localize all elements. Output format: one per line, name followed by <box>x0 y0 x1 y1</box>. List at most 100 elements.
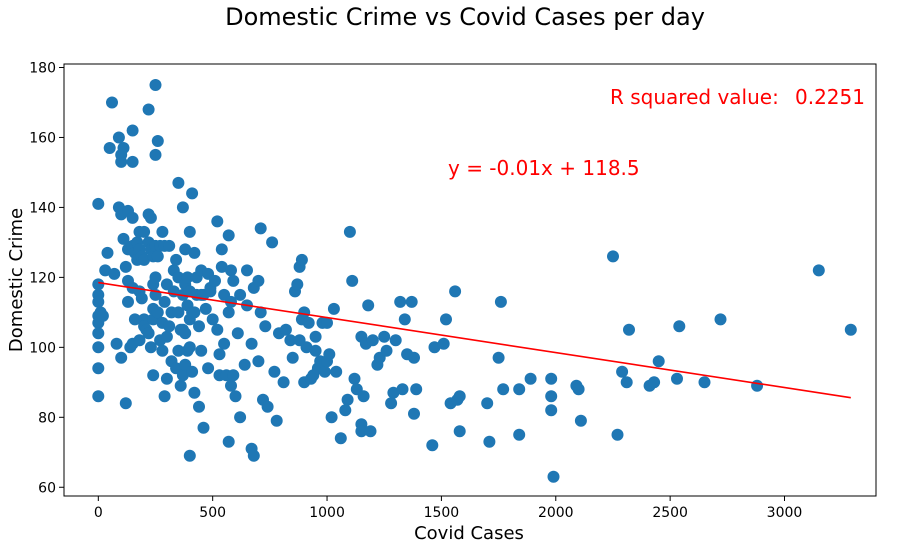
y-tick-label: 160 <box>29 130 56 146</box>
data-point <box>410 383 423 396</box>
data-point <box>812 264 825 277</box>
data-point <box>176 201 189 214</box>
data-point <box>126 211 139 224</box>
data-point <box>115 351 128 364</box>
data-point <box>325 411 338 424</box>
data-point <box>298 306 311 319</box>
data-point <box>138 225 151 238</box>
data-point <box>179 243 192 256</box>
r-squared-value: 0.2251 <box>795 85 865 109</box>
data-point <box>199 302 212 315</box>
data-point <box>270 414 283 427</box>
data-point <box>440 313 452 326</box>
data-point <box>309 330 322 343</box>
data-point <box>211 215 224 228</box>
data-point <box>673 320 686 333</box>
data-point <box>92 197 105 210</box>
data-point <box>545 372 558 385</box>
data-point <box>339 404 352 417</box>
data-point <box>160 330 173 343</box>
data-point <box>330 365 343 378</box>
data-point <box>106 96 118 109</box>
data-point <box>195 344 208 357</box>
data-point <box>92 362 105 375</box>
data-point <box>234 288 247 301</box>
data-point <box>378 330 391 343</box>
data-point <box>110 337 123 350</box>
data-point <box>215 243 228 256</box>
data-point <box>229 390 242 403</box>
data-point <box>405 295 418 308</box>
data-point <box>453 390 466 403</box>
data-point <box>648 376 661 389</box>
data-point <box>163 239 176 252</box>
y-tick-label: 60 <box>38 480 56 496</box>
data-point <box>128 313 141 326</box>
data-point <box>103 142 116 154</box>
data-point <box>119 397 132 410</box>
data-point <box>144 211 157 224</box>
data-point <box>227 274 240 287</box>
data-point <box>133 334 146 347</box>
data-point <box>92 278 105 291</box>
data-point <box>170 253 183 266</box>
data-point <box>481 397 494 410</box>
data-point <box>92 390 105 403</box>
regression-line-group <box>98 281 851 399</box>
x-tick-label: 0 <box>94 505 103 521</box>
data-point <box>483 435 496 448</box>
data-point <box>277 376 290 389</box>
y-axis-ticks: 60 80 100 120 140 160 180 <box>29 60 64 496</box>
data-point <box>158 295 171 308</box>
data-point <box>362 299 375 312</box>
data-point <box>158 390 171 403</box>
data-point <box>156 344 169 357</box>
data-point <box>385 397 398 410</box>
data-point <box>160 372 173 385</box>
x-axis-ticks: 0 500 1000 1500 2000 2500 3000 <box>94 496 802 521</box>
data-point <box>135 292 148 305</box>
data-point <box>92 341 105 354</box>
data-point <box>408 351 420 364</box>
data-point <box>513 428 526 441</box>
data-point <box>172 306 185 319</box>
scatter-points <box>92 79 857 483</box>
data-point <box>112 131 125 144</box>
data-point <box>426 439 439 452</box>
data-point <box>209 274 221 287</box>
data-point <box>355 425 368 438</box>
x-tick-label: 2000 <box>538 505 574 521</box>
data-point <box>186 187 199 200</box>
data-point <box>497 383 510 396</box>
data-point <box>119 260 132 273</box>
data-point <box>172 344 185 357</box>
data-point <box>174 379 187 392</box>
data-point <box>698 376 711 389</box>
data-point <box>172 176 185 189</box>
data-point <box>234 411 247 424</box>
data-point <box>364 425 377 438</box>
data-point <box>147 369 160 382</box>
data-point <box>513 383 526 396</box>
data-point <box>149 79 162 91</box>
data-point <box>225 379 237 392</box>
data-point <box>197 421 210 434</box>
data-point <box>231 327 244 340</box>
data-point <box>142 103 155 116</box>
data-point <box>545 404 558 417</box>
data-point <box>181 271 194 284</box>
data-point <box>623 323 635 336</box>
data-point <box>108 267 121 280</box>
data-point <box>211 323 224 336</box>
x-tick-label: 2500 <box>652 505 688 521</box>
data-point <box>222 229 235 242</box>
data-point <box>227 369 240 382</box>
data-point <box>252 274 265 287</box>
data-point <box>188 386 201 399</box>
data-point <box>572 383 585 396</box>
data-point <box>396 383 409 396</box>
data-point <box>213 348 226 361</box>
data-point <box>449 285 462 298</box>
data-point <box>186 365 199 378</box>
